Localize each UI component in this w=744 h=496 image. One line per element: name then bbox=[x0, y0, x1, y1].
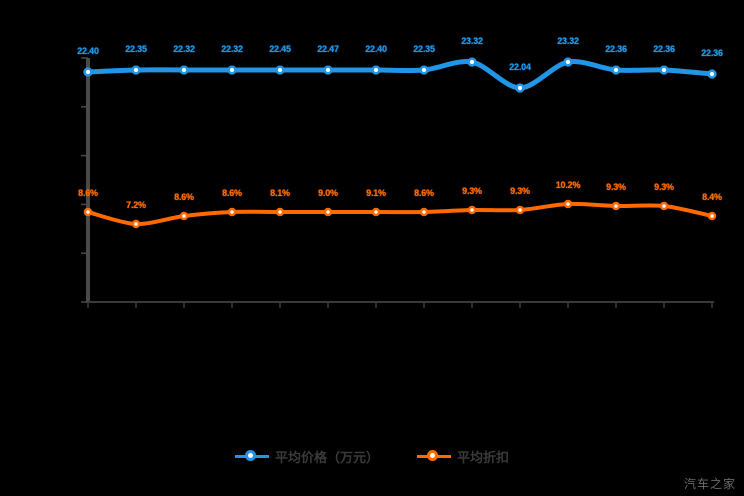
data-point-average-discount bbox=[563, 199, 573, 209]
data-label-average-discount: 9.1% bbox=[366, 188, 386, 198]
data-point-average-price bbox=[371, 65, 381, 75]
data-point-average-price bbox=[275, 65, 285, 75]
data-point-average-price bbox=[323, 65, 333, 75]
data-label-average-price: 22.40 bbox=[365, 44, 387, 54]
data-label-average-discount: 7.2% bbox=[126, 200, 146, 210]
data-point-average-price bbox=[179, 65, 189, 75]
data-point-average-price bbox=[467, 57, 477, 67]
data-point-average-price bbox=[515, 83, 525, 93]
data-label-average-price: 22.36 bbox=[653, 44, 675, 54]
data-point-average-discount bbox=[371, 207, 381, 217]
data-label-average-discount: 9.3% bbox=[654, 182, 674, 192]
data-point-average-price bbox=[563, 57, 573, 67]
data-label-average-discount: 8.6% bbox=[414, 188, 434, 198]
legend-item-average-price[interactable]: 平均价格（万元） bbox=[234, 447, 379, 466]
data-label-average-discount: 8.6% bbox=[78, 188, 98, 198]
data-point-average-discount bbox=[227, 207, 237, 217]
data-label-average-price: 22.04 bbox=[509, 62, 531, 72]
data-label-average-price: 23.32 bbox=[557, 36, 579, 46]
legend-item-average-discount[interactable]: 平均折扣 bbox=[417, 447, 509, 466]
y-axis-ticks bbox=[81, 57, 88, 303]
data-point-average-price bbox=[419, 65, 429, 75]
data-point-average-discount bbox=[707, 211, 717, 221]
data-label-average-discount: 9.0% bbox=[318, 188, 338, 198]
data-point-average-discount bbox=[659, 201, 669, 211]
data-point-average-discount bbox=[275, 207, 285, 217]
data-point-average-discount bbox=[515, 205, 525, 215]
data-point-average-discount bbox=[467, 205, 477, 215]
data-label-average-discount: 9.3% bbox=[510, 186, 530, 196]
data-label-average-price: 22.35 bbox=[413, 44, 435, 54]
series-line-average-price bbox=[85, 59, 715, 91]
watermark-autohome: 汽车之家 bbox=[683, 477, 736, 491]
data-point-average-price bbox=[227, 65, 237, 75]
data-point-average-discount bbox=[83, 207, 93, 217]
data-label-average-price: 22.45 bbox=[269, 44, 291, 54]
data-label-average-discount: 10.2% bbox=[555, 180, 581, 190]
legend-label-average-discount: 平均折扣 bbox=[457, 449, 510, 465]
x-axis-ticks bbox=[87, 302, 713, 308]
series-markers-average-price bbox=[83, 57, 717, 93]
data-point-average-discount bbox=[323, 207, 333, 217]
data-label-average-price: 22.35 bbox=[125, 44, 147, 54]
data-point-average-discount bbox=[611, 201, 621, 211]
data-label-average-price: 22.36 bbox=[701, 48, 723, 58]
series-markers-average-discount bbox=[83, 199, 717, 229]
data-label-average-price: 22.47 bbox=[317, 44, 339, 54]
data-label-average-discount: 8.1% bbox=[270, 188, 290, 198]
data-label-average-price: 23.32 bbox=[461, 36, 483, 46]
data-point-average-price bbox=[611, 65, 621, 75]
legend-marker-orange-icon bbox=[417, 449, 451, 463]
data-label-average-price: 22.32 bbox=[221, 44, 243, 54]
legend-marker-blue-icon bbox=[234, 449, 269, 463]
data-label-average-price: 22.40 bbox=[77, 46, 99, 56]
data-point-average-price bbox=[83, 67, 93, 77]
data-label-average-discount: 8.6% bbox=[222, 188, 242, 198]
data-point-average-price bbox=[659, 65, 669, 75]
data-label-average-discount: 9.3% bbox=[462, 186, 482, 196]
chart-legend: 平均价格（万元） 平均折扣 bbox=[0, 443, 744, 469]
data-point-average-discount bbox=[131, 219, 141, 229]
data-label-average-price: 22.36 bbox=[605, 44, 627, 54]
legend-label-average-price: 平均价格（万元） bbox=[274, 449, 379, 465]
data-point-average-price bbox=[707, 69, 717, 79]
data-label-average-discount: 9.3% bbox=[606, 182, 626, 192]
data-point-average-discount bbox=[179, 211, 189, 221]
data-point-average-discount bbox=[419, 207, 429, 217]
data-label-average-discount: 8.6% bbox=[174, 192, 194, 202]
data-point-average-price bbox=[131, 65, 141, 75]
data-label-average-price: 22.32 bbox=[173, 44, 195, 54]
data-label-average-discount: 8.4% bbox=[702, 192, 722, 202]
